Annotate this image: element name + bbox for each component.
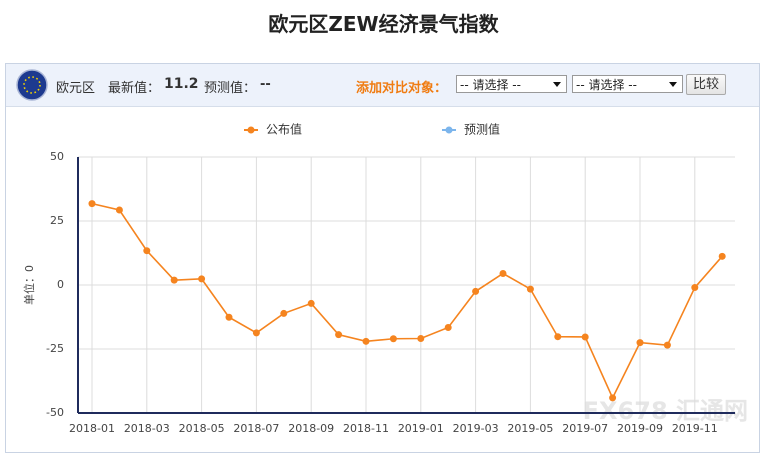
- x-tick-label: 2019-07: [562, 422, 608, 435]
- select[interactable]: -- 请选择 --: [572, 75, 683, 93]
- data-point: [444, 323, 452, 331]
- y-tick-label: -50: [46, 406, 64, 419]
- x-tick-label: 2019-11: [672, 422, 718, 435]
- x-tick-label: 2018-09: [288, 422, 334, 435]
- legend-label: 公布值: [266, 122, 302, 137]
- x-tick-label: 2019-01: [398, 422, 444, 435]
- data-point: [115, 206, 123, 214]
- y-tick-label: 50: [50, 150, 64, 163]
- page-title: 欧元区ZEW经济景气指数: [268, 12, 499, 36]
- x-tick-label: 2018-05: [179, 422, 225, 435]
- compare-button[interactable]: 比较: [686, 74, 726, 95]
- data-point: [198, 275, 206, 283]
- x-tick-label: 2019-09: [617, 422, 663, 435]
- region: 欧元区: [56, 81, 96, 96]
- data-point: [663, 341, 671, 349]
- x-tick-label: 2019-05: [507, 422, 553, 435]
- latest-value: 11.2: [164, 76, 199, 92]
- data-point: [499, 269, 507, 277]
- panel: 欧元区 最新值： 11.2 预测值： -- 添加对比对象： -- 请选择 -- …: [5, 63, 760, 453]
- data-point: [280, 309, 288, 317]
- forecast-value: --: [260, 77, 271, 92]
- data-point: [472, 287, 480, 295]
- toolbar: 欧元区 最新值： 11.2 预测值： -- 添加对比对象： -- 请选择 -- …: [6, 64, 759, 107]
- watermark: FX678 汇通网: [583, 397, 748, 425]
- data-point: [417, 335, 425, 343]
- compare-label: 添加对比对象：: [356, 81, 448, 96]
- x-tick-label: 2018-03: [124, 422, 170, 435]
- series-line: [91, 202, 723, 400]
- data-point: [362, 337, 370, 345]
- y-tick-label: 25: [50, 214, 64, 227]
- data-point: [252, 329, 260, 337]
- legend-marker: [445, 126, 453, 134]
- data-point: [307, 299, 315, 307]
- data-point: [88, 200, 96, 208]
- data-point: [609, 394, 617, 402]
- y-tick-label: -25: [46, 342, 64, 355]
- data-point: [143, 247, 151, 255]
- x-tick-label: 2018-11: [343, 422, 389, 435]
- select[interactable]: -- 请选择 --: [456, 75, 567, 93]
- x-tick-label: 2018-07: [233, 422, 279, 435]
- x-tick-label: 2019-03: [453, 422, 499, 435]
- y-axis-label: 单位：0: [22, 265, 36, 305]
- data-point: [581, 333, 589, 341]
- flag-icon: [16, 69, 48, 101]
- data-point: [170, 276, 178, 284]
- y-tick-label: 0: [57, 278, 64, 291]
- latest-label: 最新值：: [108, 81, 161, 96]
- data-point: [691, 284, 699, 292]
- data-point: [636, 339, 644, 347]
- data-point: [526, 285, 534, 293]
- legend-marker: [247, 126, 255, 134]
- legend-label: 预测值: [464, 122, 500, 137]
- data-point: [389, 335, 397, 343]
- data-point: [554, 333, 562, 341]
- forecast-label: 预测值：: [204, 81, 257, 96]
- data-point: [225, 313, 233, 321]
- x-tick-label: 2018-01: [69, 422, 115, 435]
- data-point: [718, 252, 726, 260]
- data-point: [335, 331, 343, 339]
